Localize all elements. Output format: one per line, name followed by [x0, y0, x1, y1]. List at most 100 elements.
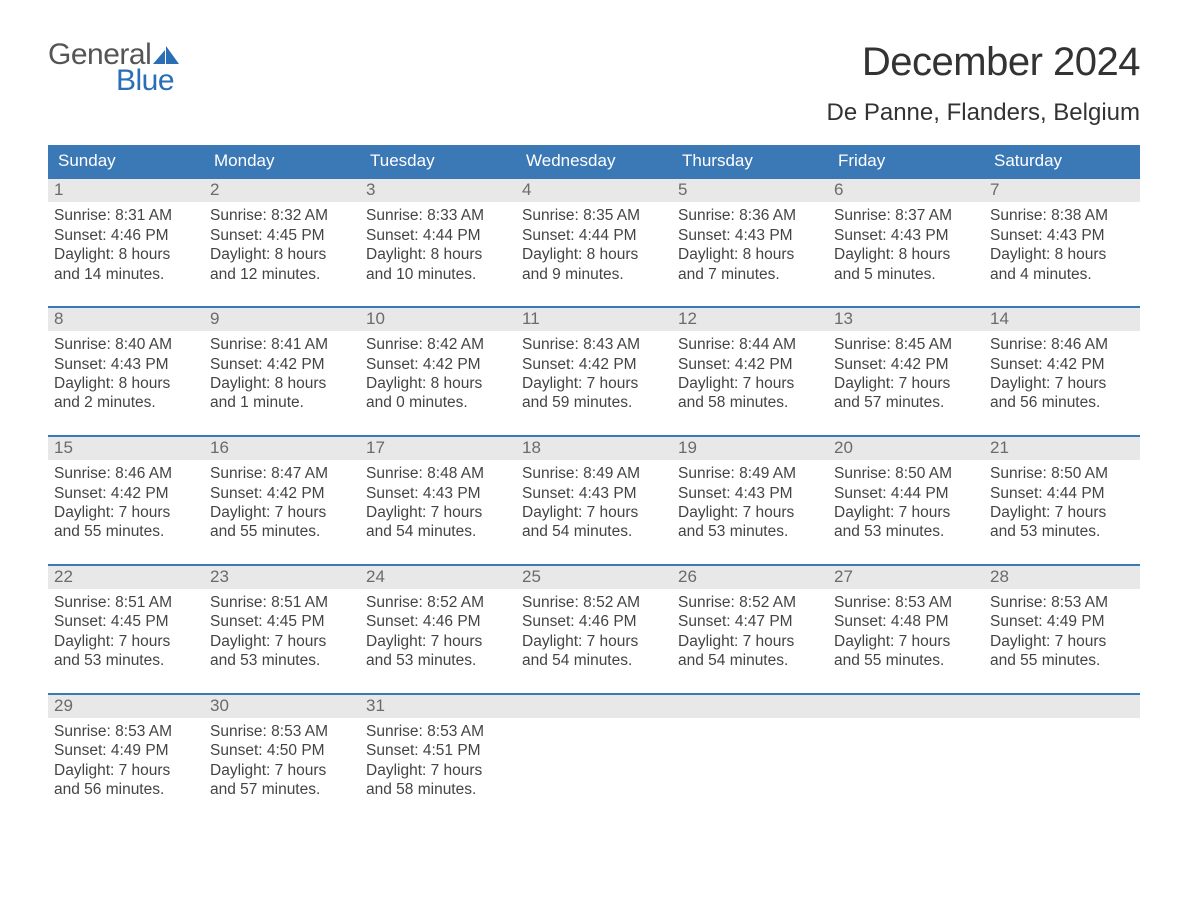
sunset-text: Sunset: 4:43 PM	[990, 226, 1134, 245]
day-body: Sunrise: 8:53 AMSunset: 4:49 PMDaylight:…	[984, 589, 1140, 671]
daylight-text-line2: and 54 minutes.	[522, 522, 666, 541]
daylight-text-line1: Daylight: 8 hours	[54, 245, 198, 264]
calendar-day-cell: 4Sunrise: 8:35 AMSunset: 4:44 PMDaylight…	[516, 179, 672, 284]
sunset-text: Sunset: 4:48 PM	[834, 612, 978, 631]
sunset-text: Sunset: 4:43 PM	[522, 484, 666, 503]
sunset-text: Sunset: 4:43 PM	[678, 484, 822, 503]
sunset-text: Sunset: 4:45 PM	[210, 612, 354, 631]
sunrise-text: Sunrise: 8:50 AM	[834, 464, 978, 483]
sunrise-text: Sunrise: 8:43 AM	[522, 335, 666, 354]
calendar-weeks: 1Sunrise: 8:31 AMSunset: 4:46 PMDaylight…	[48, 177, 1140, 799]
sunrise-text: Sunrise: 8:52 AM	[522, 593, 666, 612]
daylight-text-line2: and 12 minutes.	[210, 265, 354, 284]
calendar-day-cell: 18Sunrise: 8:49 AMSunset: 4:43 PMDayligh…	[516, 437, 672, 542]
location-subtitle: De Panne, Flanders, Belgium	[827, 99, 1141, 127]
day-number: 17	[360, 437, 516, 460]
weekday-header: Wednesday	[516, 145, 672, 177]
day-number: 3	[360, 179, 516, 202]
day-number: 20	[828, 437, 984, 460]
daylight-text-line2: and 53 minutes.	[54, 651, 198, 670]
daylight-text-line1: Daylight: 8 hours	[834, 245, 978, 264]
day-number: 10	[360, 308, 516, 331]
daylight-text-line2: and 53 minutes.	[678, 522, 822, 541]
daylight-text-line2: and 53 minutes.	[366, 651, 510, 670]
daylight-text-line2: and 10 minutes.	[366, 265, 510, 284]
calendar-week-row: 15Sunrise: 8:46 AMSunset: 4:42 PMDayligh…	[48, 435, 1140, 542]
day-number: 23	[204, 566, 360, 589]
weekday-header: Friday	[828, 145, 984, 177]
sunrise-text: Sunrise: 8:41 AM	[210, 335, 354, 354]
daylight-text-line2: and 7 minutes.	[678, 265, 822, 284]
day-body: Sunrise: 8:53 AMSunset: 4:50 PMDaylight:…	[204, 718, 360, 800]
calendar-day-cell: 7Sunrise: 8:38 AMSunset: 4:43 PMDaylight…	[984, 179, 1140, 284]
calendar-day-cell: 8Sunrise: 8:40 AMSunset: 4:43 PMDaylight…	[48, 308, 204, 413]
day-number: 27	[828, 566, 984, 589]
daylight-text-line2: and 55 minutes.	[210, 522, 354, 541]
day-number: 24	[360, 566, 516, 589]
day-number: 30	[204, 695, 360, 718]
day-body: Sunrise: 8:52 AMSunset: 4:46 PMDaylight:…	[516, 589, 672, 671]
daylight-text-line1: Daylight: 7 hours	[210, 761, 354, 780]
daylight-text-line1: Daylight: 8 hours	[990, 245, 1134, 264]
daylight-text-line1: Daylight: 7 hours	[366, 632, 510, 651]
calendar-week-row: 22Sunrise: 8:51 AMSunset: 4:45 PMDayligh…	[48, 564, 1140, 671]
calendar-day-cell: 28Sunrise: 8:53 AMSunset: 4:49 PMDayligh…	[984, 566, 1140, 671]
daylight-text-line1: Daylight: 8 hours	[678, 245, 822, 264]
sunset-text: Sunset: 4:42 PM	[834, 355, 978, 374]
sunrise-text: Sunrise: 8:53 AM	[366, 722, 510, 741]
calendar-day-cell: 29Sunrise: 8:53 AMSunset: 4:49 PMDayligh…	[48, 695, 204, 800]
daylight-text-line2: and 54 minutes.	[678, 651, 822, 670]
sunrise-text: Sunrise: 8:31 AM	[54, 206, 198, 225]
sunset-text: Sunset: 4:43 PM	[834, 226, 978, 245]
day-body: Sunrise: 8:46 AMSunset: 4:42 PMDaylight:…	[984, 331, 1140, 413]
daylight-text-line2: and 55 minutes.	[990, 651, 1134, 670]
daylight-text-line1: Daylight: 8 hours	[210, 374, 354, 393]
daylight-text-line1: Daylight: 7 hours	[522, 632, 666, 651]
daylight-text-line1: Daylight: 7 hours	[210, 632, 354, 651]
day-number: 8	[48, 308, 204, 331]
sunset-text: Sunset: 4:42 PM	[366, 355, 510, 374]
daylight-text-line2: and 1 minute.	[210, 393, 354, 412]
day-number: 1	[48, 179, 204, 202]
sunset-text: Sunset: 4:46 PM	[54, 226, 198, 245]
day-number: 7	[984, 179, 1140, 202]
day-body: Sunrise: 8:32 AMSunset: 4:45 PMDaylight:…	[204, 202, 360, 284]
sunset-text: Sunset: 4:44 PM	[366, 226, 510, 245]
calendar-day-cell: 17Sunrise: 8:48 AMSunset: 4:43 PMDayligh…	[360, 437, 516, 542]
weekday-header: Thursday	[672, 145, 828, 177]
day-number: 22	[48, 566, 204, 589]
daylight-text-line1: Daylight: 7 hours	[54, 632, 198, 651]
day-body: Sunrise: 8:36 AMSunset: 4:43 PMDaylight:…	[672, 202, 828, 284]
daylight-text-line1: Daylight: 8 hours	[522, 245, 666, 264]
day-body: Sunrise: 8:49 AMSunset: 4:43 PMDaylight:…	[516, 460, 672, 542]
daylight-text-line1: Daylight: 7 hours	[678, 503, 822, 522]
calendar-day-cell: 23 Sunrise: 8:51 AMSunset: 4:45 PMDayligh…	[204, 566, 360, 671]
day-number: 6	[828, 179, 984, 202]
day-body: Sunrise: 8:42 AMSunset: 4:42 PMDaylight:…	[360, 331, 516, 413]
sunset-text: Sunset: 4:44 PM	[522, 226, 666, 245]
sunset-text: Sunset: 4:44 PM	[990, 484, 1134, 503]
sunset-text: Sunset: 4:49 PM	[54, 741, 198, 760]
calendar-day-cell: 21Sunrise: 8:50 AMSunset: 4:44 PMDayligh…	[984, 437, 1140, 542]
day-body: Sunrise: 8:33 AMSunset: 4:44 PMDaylight:…	[360, 202, 516, 284]
day-number: 31	[360, 695, 516, 718]
day-body: Sunrise: 8:41 AMSunset: 4:42 PMDaylight:…	[204, 331, 360, 413]
sunrise-text: Sunrise: 8:35 AM	[522, 206, 666, 225]
daylight-text-line2: and 53 minutes.	[210, 651, 354, 670]
sunrise-text: Sunrise: 8:51 AM	[210, 593, 354, 612]
sunrise-text: Sunrise: 8:37 AM	[834, 206, 978, 225]
day-number: 25	[516, 566, 672, 589]
calendar: Sunday Monday Tuesday Wednesday Thursday…	[48, 145, 1140, 799]
day-body: Sunrise: 8:47 AMSunset: 4:42 PMDaylight:…	[204, 460, 360, 542]
day-number: 18	[516, 437, 672, 460]
daylight-text-line1: Daylight: 7 hours	[210, 503, 354, 522]
daylight-text-line2: and 59 minutes.	[522, 393, 666, 412]
day-body: Sunrise: 8:43 AMSunset: 4:42 PMDaylight:…	[516, 331, 672, 413]
sunset-text: Sunset: 4:44 PM	[834, 484, 978, 503]
daylight-text-line2: and 5 minutes.	[834, 265, 978, 284]
sunrise-text: Sunrise: 8:40 AM	[54, 335, 198, 354]
calendar-day-cell: 2Sunrise: 8:32 AMSunset: 4:45 PMDaylight…	[204, 179, 360, 284]
calendar-day-cell: 11Sunrise: 8:43 AMSunset: 4:42 PMDayligh…	[516, 308, 672, 413]
sunrise-text: Sunrise: 8:47 AM	[210, 464, 354, 483]
day-number	[984, 695, 1140, 718]
